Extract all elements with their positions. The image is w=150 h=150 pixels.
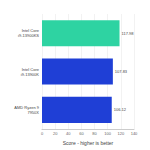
svg-text:Intel Core: Intel Core [21, 66, 39, 72]
svg-text:106.12: 106.12 [114, 107, 127, 112]
svg-text:80: 80 [92, 131, 97, 136]
svg-text:0: 0 [41, 131, 44, 136]
svg-text:100: 100 [104, 131, 111, 136]
svg-text:i9-13900K: i9-13900K [21, 72, 40, 77]
svg-text:20: 20 [53, 131, 58, 136]
svg-text:60: 60 [79, 131, 84, 136]
svg-text:140: 140 [131, 131, 138, 136]
svg-text:AMD Ryzen 9: AMD Ryzen 9 [14, 104, 39, 110]
svg-text:107.83: 107.83 [115, 69, 128, 74]
svg-text:120: 120 [118, 131, 125, 136]
svg-text:40: 40 [66, 131, 71, 136]
svg-text:i9-13900KS: i9-13900KS [18, 33, 39, 38]
svg-text:7950X: 7950X [27, 110, 39, 115]
svg-text:Score - higher is better: Score - higher is better [63, 140, 114, 146]
svg-text:Intel Core: Intel Core [21, 28, 39, 34]
svg-text:117.98: 117.98 [122, 31, 135, 36]
